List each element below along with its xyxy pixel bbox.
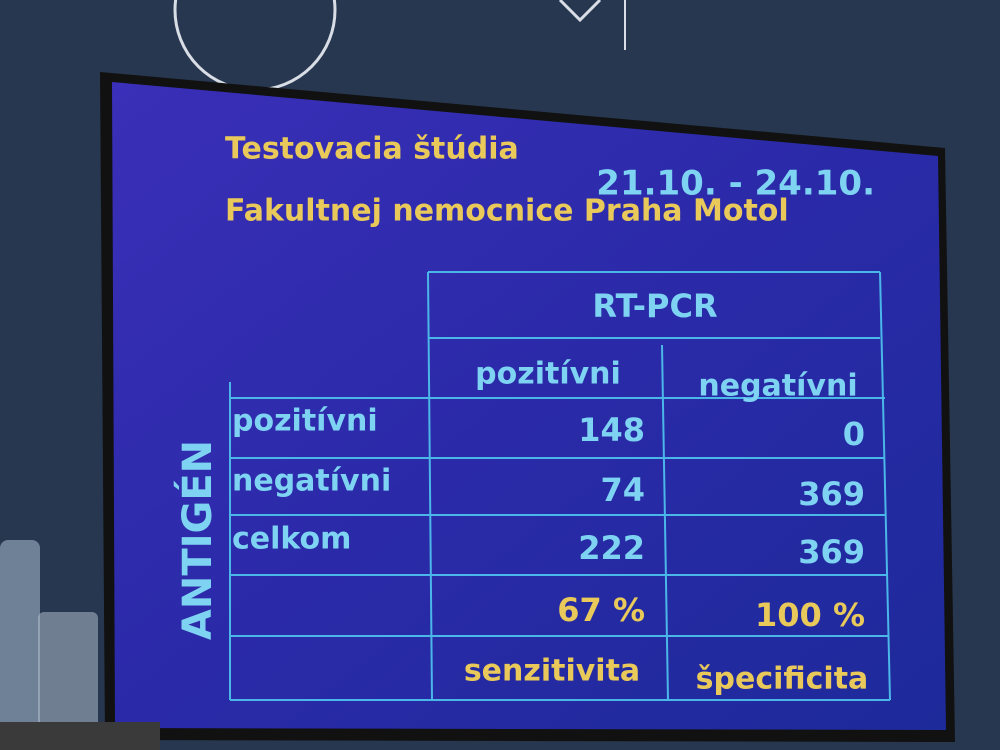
row-label: celkom xyxy=(232,522,351,557)
column-header: pozitívni xyxy=(475,357,621,392)
row-group-label: ANTIGÉN xyxy=(173,440,221,640)
logo xyxy=(558,0,602,23)
percentage: 100 % xyxy=(755,596,865,634)
percentage: 67 % xyxy=(557,591,645,629)
group-header: RT-PCR xyxy=(592,287,717,325)
bottle xyxy=(0,540,40,730)
cell-value: 0 xyxy=(843,415,865,453)
cell-value: 369 xyxy=(798,475,865,513)
glass xyxy=(38,612,98,730)
screen xyxy=(112,82,946,730)
cell-value: 222 xyxy=(578,529,645,567)
cell-value: 74 xyxy=(600,471,645,509)
row-label: pozitívni xyxy=(232,404,378,439)
metric-label: špecificita xyxy=(696,662,869,697)
table-grid xyxy=(229,271,891,701)
date: 21.10. - 24.10. xyxy=(596,164,875,204)
title: Fakultnej nemocnice Praha Motol xyxy=(225,194,789,229)
cell-value: 369 xyxy=(798,533,865,571)
column-header: negatívni xyxy=(698,369,857,404)
title: Testovacia štúdia xyxy=(225,132,519,167)
cell-value: 148 xyxy=(578,411,645,449)
row-label: negatívni xyxy=(232,464,391,499)
metric-label: senzitivita xyxy=(464,654,640,689)
podium xyxy=(0,722,160,750)
